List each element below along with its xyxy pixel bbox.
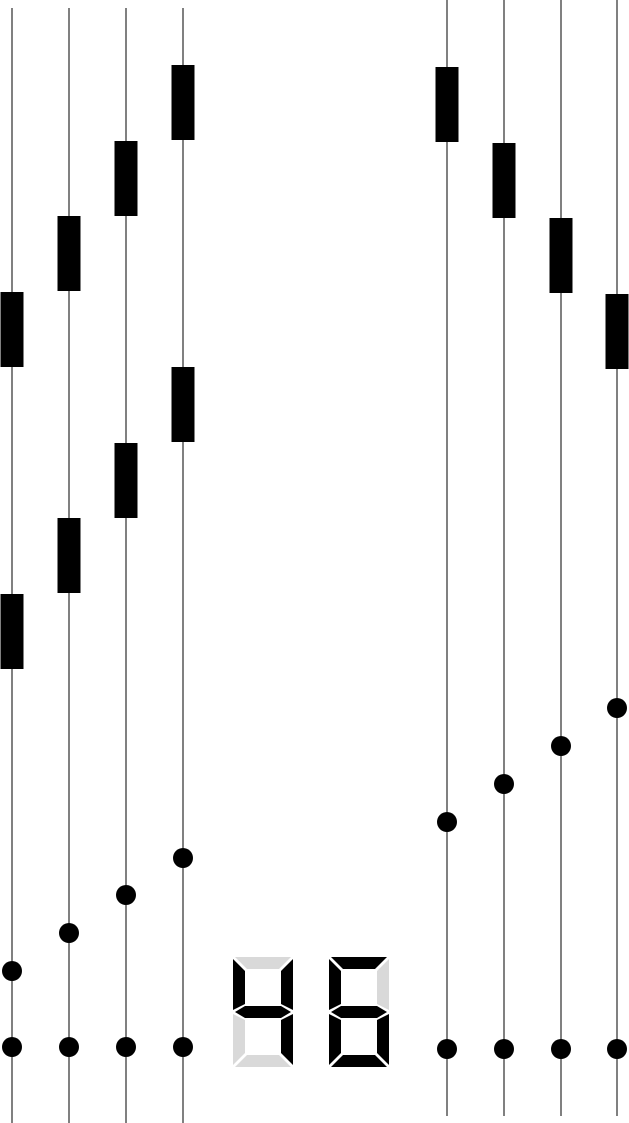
score-digit-1-segment-b	[281, 959, 293, 1010]
left-counter-dot-1	[2, 961, 22, 981]
right-upper-bead-3	[549, 218, 573, 293]
score-digit-2-segment-c	[377, 1014, 389, 1065]
left-upper-bead-1	[0, 292, 24, 367]
score-digit-1-segment-c	[281, 1014, 293, 1065]
score-display	[233, 957, 389, 1067]
right-upper-bead-2	[492, 143, 516, 218]
right-upper-bead-1	[435, 67, 459, 142]
score-digit-2-segment-b	[377, 959, 389, 1010]
right-counter-dot-3	[551, 736, 571, 756]
left-lower-bead-4	[171, 367, 195, 442]
left-base-dot-2	[59, 1037, 79, 1057]
left-lower-bead-3	[114, 443, 138, 518]
score-digit-1-segment-g	[235, 1006, 291, 1018]
left-upper-bead-2	[57, 216, 81, 291]
right-counter-dot-2	[494, 774, 514, 794]
score-digit-1-segment-f	[233, 959, 245, 1010]
score-digit-1-segment-e	[233, 1014, 245, 1065]
rods-layer	[11, 0, 618, 1123]
right-counter-dot-4	[607, 698, 627, 718]
right-upper-bead-4	[605, 294, 629, 369]
left-upper-bead-3	[114, 141, 138, 216]
score-digit-2-segment-g	[331, 1006, 387, 1018]
left-base-dot-4	[173, 1037, 193, 1057]
left-counter-dot-3	[116, 885, 136, 905]
score-digit-1-segment-a	[235, 957, 291, 969]
left-lower-bead-1	[0, 594, 24, 669]
score-digit-2-segment-d	[331, 1055, 387, 1067]
right-counter-dot-1	[437, 812, 457, 832]
left-lower-bead-2	[57, 518, 81, 593]
left-counter-dot-2	[59, 923, 79, 943]
left-base-dot-3	[116, 1037, 136, 1057]
score-digit-2-segment-f	[329, 959, 341, 1010]
dots-layer	[2, 698, 627, 1059]
score-digit-2-segment-e	[329, 1014, 341, 1065]
right-base-dot-4	[607, 1039, 627, 1059]
left-upper-bead-4	[171, 65, 195, 140]
left-base-dot-1	[2, 1037, 22, 1057]
right-base-dot-2	[494, 1039, 514, 1059]
right-base-dot-1	[437, 1039, 457, 1059]
score-digit-1-segment-d	[235, 1055, 291, 1067]
left-counter-dot-4	[173, 848, 193, 868]
right-base-dot-3	[551, 1039, 571, 1059]
score-digit-2-segment-a	[331, 957, 387, 969]
beads-layer	[0, 65, 629, 669]
